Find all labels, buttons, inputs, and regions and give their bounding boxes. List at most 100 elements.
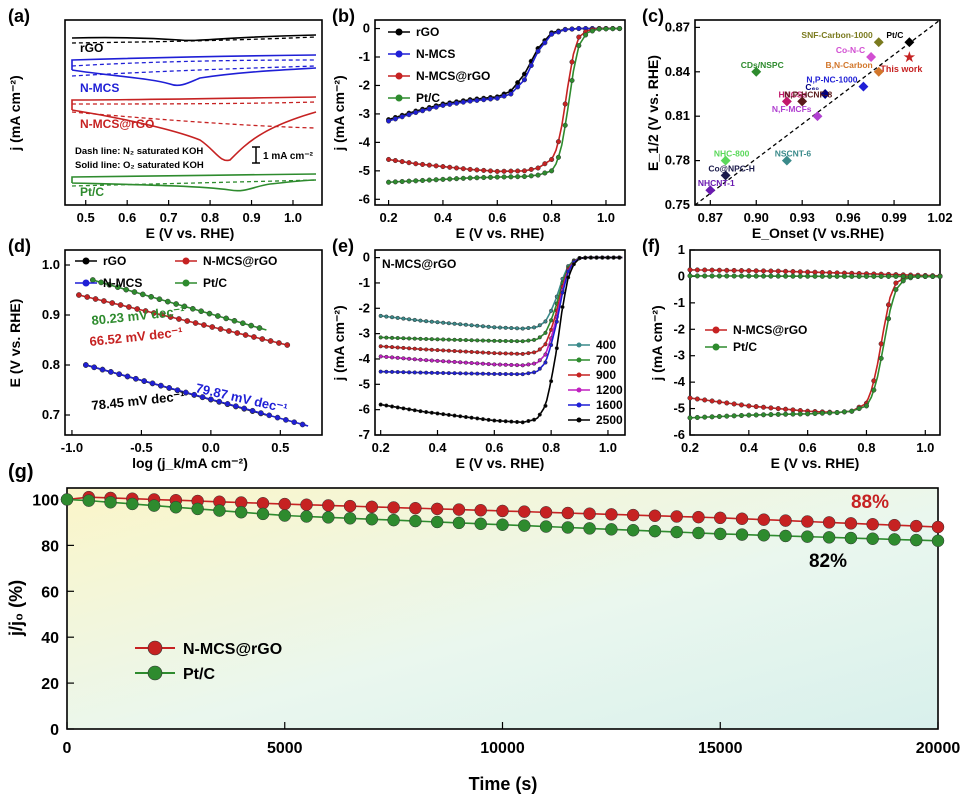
panel-g-ylabel: j/j₀ (%) bbox=[6, 580, 26, 637]
panel-g-series-1-marker bbox=[452, 516, 466, 530]
panel-f-series-0-marker bbox=[885, 302, 892, 308]
panel-c-xtick-label: 0.96 bbox=[835, 210, 860, 225]
panel-b-series-1-marker bbox=[535, 48, 541, 54]
panel-f-series-0-marker bbox=[746, 403, 752, 409]
panel-f-series-0-marker bbox=[775, 406, 781, 412]
panel-b-series-1-marker bbox=[392, 116, 398, 122]
panel-f-ytick-label: -4 bbox=[673, 374, 685, 389]
panel-e-xtick-label: 1.0 bbox=[599, 440, 617, 455]
panel-g-series-0-marker bbox=[452, 503, 466, 516]
panel-e-xtick-label: 0.4 bbox=[428, 440, 447, 455]
panel-e-ytick-label: -6 bbox=[358, 402, 370, 417]
panel-e-ytick-label: -4 bbox=[358, 351, 370, 366]
panel-e-series-1-marker bbox=[429, 337, 434, 342]
panel-d-series: 78.45 mV dec⁻¹ 79.87 mV dec⁻¹ 66.52 mV dec… bbox=[76, 277, 309, 428]
panel-b-series-2-marker bbox=[576, 34, 582, 40]
panel-g-series-1-marker bbox=[278, 509, 291, 522]
panel-d-series-1-marker bbox=[99, 366, 106, 373]
panel-f-series-1-marker bbox=[775, 411, 781, 417]
panel-f-series-1-marker bbox=[834, 409, 840, 416]
panel-f-series-1-marker bbox=[783, 411, 789, 417]
panel-f-series bbox=[687, 267, 943, 421]
panel-d-series-2-marker bbox=[276, 340, 282, 346]
panel-g-series-1-marker bbox=[583, 522, 596, 535]
panel-c-point-label: Co-N-C bbox=[836, 45, 865, 55]
panel-g-1-legend-label: Pt/C bbox=[183, 666, 215, 683]
panel-d-label: (d) bbox=[8, 236, 31, 256]
panel-e-2-legend-marker bbox=[576, 372, 582, 378]
panel-c-ytick-label: 0.87 bbox=[665, 19, 690, 34]
panel-d-slope-label: 79.87 mV dec⁻¹ bbox=[194, 380, 289, 416]
panel-d-series-3-marker bbox=[131, 289, 138, 295]
panel-f-ytick-label: 0 bbox=[678, 268, 685, 283]
panel-f-xtick-label: 0.2 bbox=[681, 440, 699, 455]
panel-f-series-2-marker bbox=[731, 267, 737, 274]
panel-a-label-nmcsrgo: N-MCS@rGO bbox=[80, 117, 154, 131]
panel-g-label: (g) bbox=[8, 461, 34, 483]
panel-c-xtick-label: 1.02 bbox=[927, 210, 952, 225]
panel-g-ytick-label: 80 bbox=[41, 538, 59, 555]
panel-e-series-3-marker bbox=[520, 363, 525, 368]
panel-e-series-4-marker bbox=[401, 370, 406, 375]
panel-b-legend: rGO N-MCS N-MCS@rGO Pt/C bbox=[388, 25, 490, 105]
panel-f-1-legend-label: Pt/C bbox=[733, 340, 757, 354]
panel-c-point-label: B,N-Carbon bbox=[826, 60, 873, 70]
panel-d-series-3-marker bbox=[106, 281, 113, 288]
panel-c-point-label: NHC-800 bbox=[714, 149, 750, 159]
panel-g-ytick-label: 0 bbox=[50, 722, 59, 739]
panel-e-series-5-marker bbox=[435, 411, 440, 416]
panel-d-xlabel: log (j_k/mA cm⁻²) bbox=[132, 455, 248, 471]
panel-e-series-5-marker bbox=[452, 413, 457, 418]
panel-e-series-2-marker bbox=[441, 348, 446, 353]
panel-b-series-2-marker bbox=[453, 165, 460, 171]
panel-e-series-3-marker bbox=[514, 363, 520, 368]
panel-d-series-2-marker bbox=[126, 304, 132, 310]
panel-e-series-4-marker bbox=[378, 369, 383, 374]
panel-g-series-0-marker bbox=[909, 519, 923, 533]
panel-e-series-4-marker bbox=[463, 371, 468, 376]
panel-f-series-2-marker bbox=[783, 268, 789, 274]
panel-b-label: (b) bbox=[332, 6, 355, 26]
panel-b-series-1-marker bbox=[386, 118, 392, 124]
panel-b-1-legend-label: N-MCS bbox=[416, 47, 455, 61]
panel-e-0-legend-label: 400 bbox=[596, 338, 616, 352]
panel-c-point bbox=[705, 185, 716, 196]
panel-a-nmcsrgo-n2 bbox=[71, 101, 317, 129]
panel-e-series-0-marker bbox=[486, 324, 491, 329]
panel-d-xtick-label: -0.5 bbox=[130, 440, 152, 455]
panel-c-points: Pt/C★This work SNF-Carbon-1000 Co-N-C B,N-C… bbox=[698, 30, 923, 196]
panel-e-series-4-marker bbox=[429, 370, 434, 375]
panel-b-series-3-marker bbox=[447, 176, 453, 182]
panel-g-series-1-marker bbox=[692, 526, 705, 540]
panel-d-series-2-marker bbox=[226, 328, 232, 334]
panel-e-series-4-marker bbox=[435, 370, 440, 375]
panel-d-1-legend-label: N-MCS bbox=[103, 276, 142, 290]
panel-a-nmcs-o2 bbox=[71, 54, 317, 87]
panel-e-series-0-marker bbox=[424, 319, 429, 324]
panel-e-series-1-marker bbox=[395, 335, 400, 341]
panel-d-series-2-marker bbox=[76, 292, 82, 298]
panel-f-series-3-marker bbox=[856, 273, 862, 279]
panel-g-series-0-marker bbox=[888, 518, 901, 532]
panel-b-series-3-marker bbox=[406, 178, 412, 184]
panel-d-series-2-marker bbox=[267, 338, 274, 344]
panel-e-series-4-marker bbox=[549, 342, 554, 348]
panel-e-series-3-marker bbox=[378, 354, 383, 359]
panel-e-xtick-label: 0.2 bbox=[372, 440, 390, 455]
panel-e-series-1-marker bbox=[452, 337, 457, 342]
panel-e-series-4-marker bbox=[560, 290, 565, 295]
panel-d-ytick-label: 1.0 bbox=[42, 257, 60, 272]
panel-f-ytick-label: -3 bbox=[673, 348, 685, 363]
panel-e-series-4-marker bbox=[526, 371, 531, 376]
panel-e-series-1-marker bbox=[503, 338, 508, 344]
panel-f-series-2-marker bbox=[746, 268, 752, 274]
panel-f-series-3-marker bbox=[738, 273, 745, 279]
panel-c-xtick-label: 0.87 bbox=[698, 210, 723, 225]
panel-e-series-5-marker bbox=[577, 256, 582, 261]
panel-c-point-label: SNF-Carbon-1000 bbox=[801, 30, 873, 40]
panel-e-series-0-marker bbox=[458, 322, 463, 327]
panel-e-4-legend-label: 1600 bbox=[596, 398, 623, 412]
panel-f-series-3-marker bbox=[783, 273, 789, 279]
panel-f-series-3-marker bbox=[871, 273, 877, 279]
panel-e-xtick-label: 0.6 bbox=[485, 440, 503, 455]
